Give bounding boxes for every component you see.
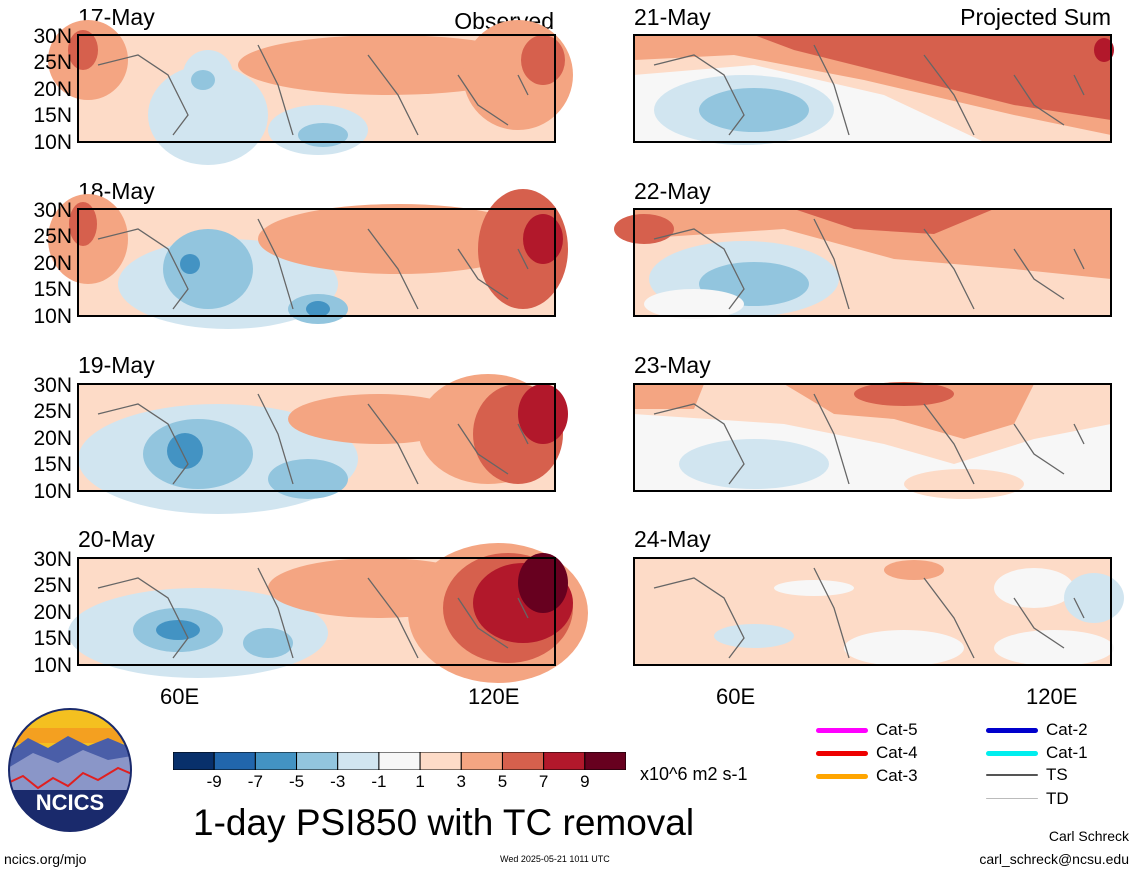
legend-label: Cat-4 [876,743,918,762]
colorbar-swatch [213,751,256,771]
colorbar-tick-label: 7 [538,772,549,791]
legend-label: Cat-1 [1046,743,1088,762]
lat-label: 20N [33,252,72,275]
legend-label: Cat-2 [1046,720,1088,739]
lon-label: 120E [468,684,520,709]
colorbar-tick-label: 1 [415,772,425,791]
lat-label: 15N [33,453,72,476]
lat-label: 10N [33,305,72,328]
lat-label: 25N [33,400,72,423]
lat-label: 15N [33,104,72,127]
lat-label: 20N [33,427,72,450]
lat-label: 30N [33,25,72,48]
panel-date: 24-May [634,526,711,552]
panel-date: 19-May [78,352,155,378]
lat-label: 25N [33,574,72,597]
colorbar-tick-label: -7 [247,772,263,791]
colorbar-tick-label: 5 [497,772,508,791]
colorbar-swatch [337,751,380,771]
legend-label: Cat-3 [876,766,918,785]
lon-label: 60E [716,684,756,709]
footer-url[interactable]: ncics.org/mjo [4,851,87,867]
map-panel-18-may [48,189,568,329]
panel-date: 22-May [634,178,711,204]
colorbar-swatch [254,751,298,771]
footer-author: Carl Schreck [1048,828,1129,844]
colorbar [172,751,627,771]
map-panel-19-may [77,374,568,514]
map-panel-20-may [68,543,588,683]
lat-label: 10N [33,654,72,677]
legend-swatch-cat3 [816,774,868,779]
legend-swatch-cat1 [986,751,1038,756]
legend-swatch-cat4 [816,751,868,756]
colorbar-units: x10^6 m2 s-1 [640,764,748,784]
lat-label: 30N [33,548,72,571]
colorbar-tick-label: -3 [330,772,346,791]
lat-label: 20N [33,601,72,624]
colorbar-swatch [172,751,215,771]
projected-sum-label: Projected Sum [960,4,1111,30]
panel-date: 23-May [634,352,711,378]
panel-date: 20-May [78,526,155,552]
colorbar-tick-label: 9 [580,772,590,791]
colorbar-tick-label: -1 [371,772,387,791]
ncics-logo[interactable]: NCICS [8,708,132,832]
lat-label: 25N [33,51,72,74]
lat-label: 15N [33,627,72,650]
colorbar-tick-label: 3 [456,772,466,791]
lat-label: 30N [33,199,72,222]
lat-label: 20N [33,78,72,101]
colorbar-swatch [378,751,421,771]
colorbar-swatch [296,751,339,771]
legend-label: TD [1046,789,1069,808]
map-panel-21-may [633,34,1114,145]
lat-label: 15N [33,278,72,301]
lat-label: 10N [33,480,72,503]
lat-label: 25N [33,225,72,248]
map-panel-24-may [633,557,1124,666]
plot-title: 1-day PSI850 with TC removal [193,802,695,843]
colorbar-swatch [460,751,503,771]
colorbar-swatch [543,751,586,771]
footer-timestamp: Wed 2025-05-21 1011 UTC [500,854,610,864]
footer-email[interactable]: carl_schreck@ncsu.edu [979,851,1129,867]
legend-label: Cat-5 [876,720,918,739]
lat-label: 30N [33,374,72,397]
legend-swatch-cat2 [986,728,1038,733]
legend-swatch-cat5 [816,728,868,733]
logo-text: NCICS [35,790,105,815]
colorbar-swatch [419,751,462,771]
lon-label: 60E [160,684,200,709]
lat-label: 10N [33,131,72,154]
colorbar-tick-label: -9 [206,772,222,791]
colorbar-swatch [501,751,545,771]
lon-label: 120E [1026,684,1078,709]
legend-swatch-ts [986,774,1038,776]
map-panel-17-may [48,20,573,165]
panel-date: 21-May [634,4,711,30]
colorbar-tick-label: -5 [288,772,305,791]
colorbar-swatch [584,751,627,771]
legend-label: TS [1046,765,1068,784]
legend-swatch-td [986,798,1038,799]
map-panel-23-may [633,382,1112,499]
map-panel-22-may [614,208,1112,319]
